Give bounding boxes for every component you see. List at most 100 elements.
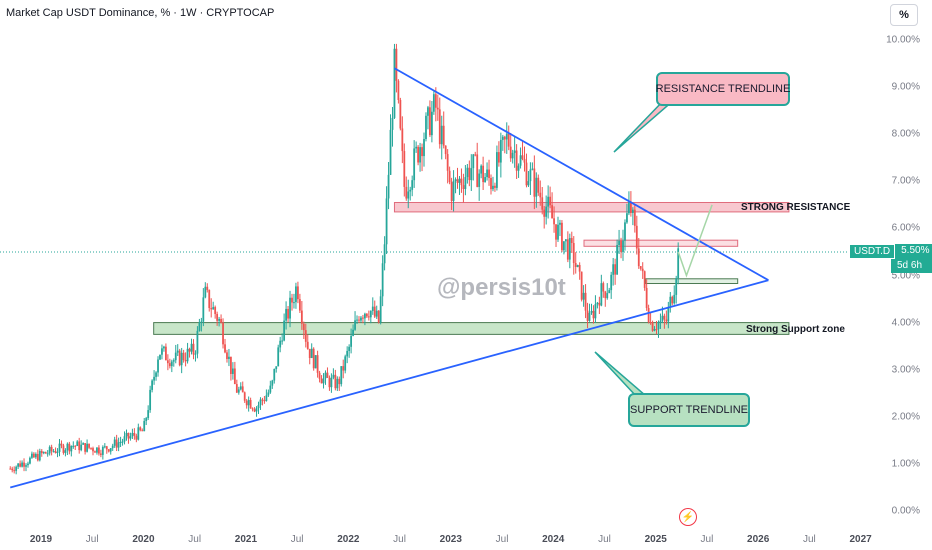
candle-body: [434, 94, 437, 108]
candle-body: [411, 180, 414, 190]
resistance-trendline-callout[interactable]: RESISTANCE TRENDLINE: [656, 72, 790, 106]
candle-body: [135, 435, 138, 440]
current-price-tag: USDT.D 5.50%: [849, 244, 932, 259]
candle-body: [663, 315, 666, 320]
candle-body: [19, 463, 21, 467]
candle-body: [564, 239, 567, 242]
candle-body: [23, 462, 25, 467]
candle-body: [430, 111, 433, 136]
x-tick-label: 2024: [542, 534, 565, 545]
candle-body: [322, 378, 325, 384]
candle-body: [198, 322, 201, 331]
projection-path: [677, 204, 713, 278]
percent-scale-button[interactable]: %: [890, 4, 918, 26]
support-trendline: [10, 279, 769, 489]
candle-body: [94, 451, 96, 453]
candle-body: [472, 154, 475, 169]
candle-body: [297, 286, 299, 300]
candle-body: [257, 405, 260, 409]
candle-body: [273, 368, 276, 381]
candle-body: [671, 296, 674, 304]
candle-body: [535, 177, 538, 197]
candle-body: [98, 447, 100, 454]
candle-body: [365, 313, 368, 317]
candle-body: [312, 348, 315, 369]
candle-body: [568, 238, 571, 260]
candle-body: [675, 278, 678, 295]
candle-body: [84, 443, 87, 452]
candle-body: [628, 201, 630, 214]
lightning-icon[interactable]: ⚡: [679, 508, 697, 526]
chart-title: Market Cap USDT Dominance, % · 1W · CRYP…: [6, 7, 275, 19]
x-tick-label: 2020: [132, 534, 155, 545]
candle-body: [450, 182, 453, 201]
resistance-callout-pointer: [613, 99, 677, 153]
candle-body: [665, 319, 668, 322]
candle-body: [54, 451, 57, 453]
candle-body: [165, 346, 167, 361]
y-tick-label: 3.00%: [891, 364, 920, 376]
candle-body: [332, 374, 335, 378]
candle-body: [109, 448, 112, 452]
candle-body: [293, 302, 295, 304]
candle-body: [405, 186, 408, 199]
candle-body: [176, 350, 179, 353]
candle-body: [442, 125, 445, 146]
candle-body: [115, 439, 118, 448]
candle-body: [13, 470, 16, 472]
candle-body: [233, 368, 236, 385]
x-tick-label: Jul: [598, 534, 611, 545]
candle-body: [180, 352, 183, 366]
candle-body: [141, 430, 144, 432]
strong-resistance-label: STRONG RESISTANCE: [741, 202, 851, 213]
y-tick-label: 2.00%: [891, 411, 920, 423]
candle-body: [647, 308, 650, 323]
candle-body: [576, 265, 579, 267]
candle-body: [503, 136, 506, 140]
candle-body: [423, 139, 425, 157]
candle-body: [468, 167, 471, 181]
candle-body: [196, 330, 199, 354]
candle-body: [574, 263, 577, 267]
candle-body: [50, 446, 53, 452]
candle-body: [194, 353, 197, 355]
candle-body: [456, 179, 459, 183]
candle-body: [291, 297, 293, 303]
candle-body: [131, 432, 134, 437]
candle-body: [551, 205, 553, 219]
candle-body: [56, 451, 59, 453]
candle-body: [436, 107, 439, 110]
candle-body: [517, 165, 520, 171]
candle-body: [344, 356, 347, 371]
candle-body: [633, 209, 636, 226]
candle-body: [385, 198, 388, 245]
candle-body: [174, 352, 177, 361]
candle-body: [364, 313, 366, 319]
candle-body: [113, 439, 116, 446]
candle-body: [300, 310, 303, 324]
candle-body: [263, 400, 266, 402]
candle-body: [184, 359, 187, 362]
candle-body: [387, 174, 390, 199]
candle-body: [444, 145, 447, 155]
candle-body: [92, 448, 94, 452]
candle-body: [44, 452, 47, 454]
watermark: @persis10t: [437, 274, 566, 301]
candle-body: [295, 286, 297, 303]
candle-body: [107, 449, 110, 452]
candle-body: [586, 310, 589, 321]
candle-body: [505, 133, 508, 140]
candle-body: [72, 445, 75, 447]
support-trendline-callout[interactable]: SUPPORT TRENDLINE: [628, 393, 750, 427]
candle-body: [25, 465, 27, 467]
candle-body: [190, 343, 193, 352]
y-tick-label: 7.00%: [891, 175, 920, 187]
candle-body: [285, 308, 287, 321]
candle-body: [417, 146, 419, 163]
candle-body: [659, 320, 662, 323]
candle-body: [360, 317, 362, 321]
candle-body: [661, 315, 664, 321]
candle-body: [11, 468, 14, 471]
candle-body: [316, 355, 319, 373]
